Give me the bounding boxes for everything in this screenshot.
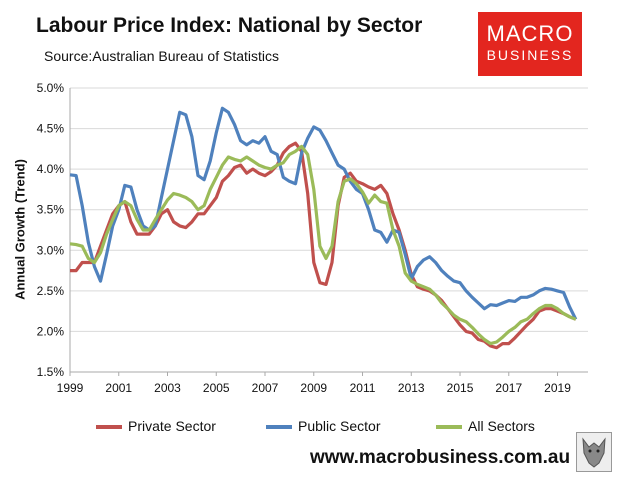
y-tick-label: 1.5%	[37, 365, 65, 379]
legend-item: Public Sector	[266, 418, 380, 434]
legend-item: Private Sector	[96, 418, 216, 434]
x-tick-labels: 1999 2001 2003 2005 2007 2009 2011 2013 2015 2017…	[57, 381, 572, 395]
x-tick-label: 2009	[300, 381, 327, 395]
legend-label: Private Sector	[128, 418, 216, 434]
x-tick-label: 2001	[105, 381, 132, 395]
series-line-private-sector	[70, 141, 577, 350]
macrobusiness-logo: MACRO BUSINESS	[478, 12, 582, 76]
logo-line-1: MACRO	[486, 21, 574, 46]
legend-swatch	[266, 425, 292, 430]
x-tick-label: 2013	[398, 381, 425, 395]
y-tick-label: 2.0%	[37, 324, 65, 338]
chart-title: Labour Price Index: National by Sector	[36, 14, 423, 37]
y-tick-label: 4.0%	[37, 162, 65, 176]
series-line-all-sectors	[69, 144, 577, 346]
website-url: www.macrobusiness.com.au	[310, 447, 571, 468]
x-tick-label: 2011	[350, 381, 376, 395]
legend-item: All Sectors	[436, 418, 535, 434]
x-tick-label: 2017	[495, 381, 522, 395]
chart-source: Source:Australian Bureau of Statistics	[44, 48, 280, 64]
y-tick-label: 2.5%	[37, 284, 65, 298]
legend-label: All Sectors	[468, 418, 535, 434]
legend-swatch	[436, 425, 462, 430]
series-line-public-sector	[69, 106, 578, 321]
y-tick-labels: 1.5% 2.0% 2.5% 3.0% 3.5% 4.0% 4.5% 5.0%	[37, 81, 65, 379]
y-tick-label: 4.5%	[37, 122, 65, 136]
y-tick-label: 5.0%	[37, 81, 65, 95]
legend-label: Public Sector	[298, 418, 381, 434]
grid-lines	[69, 87, 588, 376]
x-tick-label: 2003	[154, 381, 181, 395]
logo-line-2: BUSINESS	[486, 47, 574, 63]
y-tick-label: 3.0%	[37, 243, 65, 257]
x-tick-label: 2019	[544, 381, 571, 395]
wolf-logo-icon	[576, 432, 612, 472]
legend-swatch	[96, 425, 122, 430]
y-tick-label: 3.5%	[37, 203, 65, 217]
x-tick-label: 2005	[203, 381, 230, 395]
x-tick-label: 1999	[57, 381, 84, 395]
series-lines	[69, 106, 578, 350]
x-tick-label: 2007	[252, 381, 279, 395]
x-tick-label: 2015	[447, 381, 474, 395]
